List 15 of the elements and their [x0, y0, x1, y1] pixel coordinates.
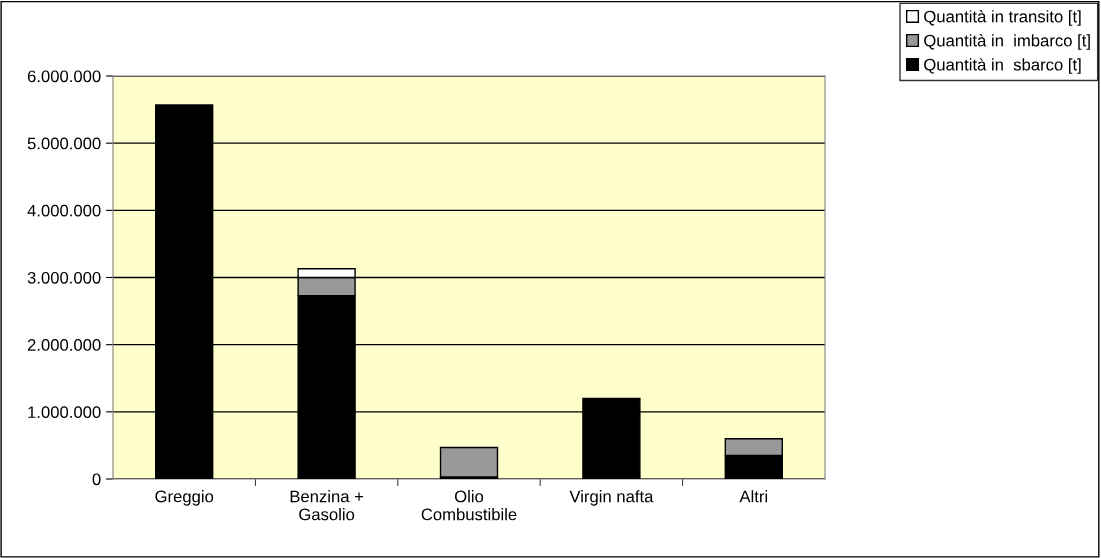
x-tick-label: Benzina + Gasolio	[290, 490, 364, 521]
x-tick-label: Altri	[739, 490, 768, 503]
x-tick-label: Olio Combustibile	[421, 490, 517, 521]
y-tick-label: 6.000.000	[27, 70, 101, 83]
y-tick-label: 2.000.000	[27, 339, 101, 351]
legend-label: Quantità in imbarco [t]	[924, 34, 1090, 50]
legend-label: Quantità in transito [t]	[924, 10, 1081, 26]
y-tick-label: 5.000.000	[27, 137, 101, 150]
y-tick-label: 0	[92, 473, 101, 486]
legend-label: Quantità in sbarco [t]	[924, 58, 1081, 74]
x-tick-label: Virgin nafta	[569, 490, 654, 506]
y-tick-label: 1.000.000	[28, 406, 101, 419]
y-tick-label: 3.000.000	[27, 271, 101, 284]
y-tick-label: 4.000.000	[27, 204, 101, 217]
x-tick-label: Greggio	[155, 490, 214, 506]
